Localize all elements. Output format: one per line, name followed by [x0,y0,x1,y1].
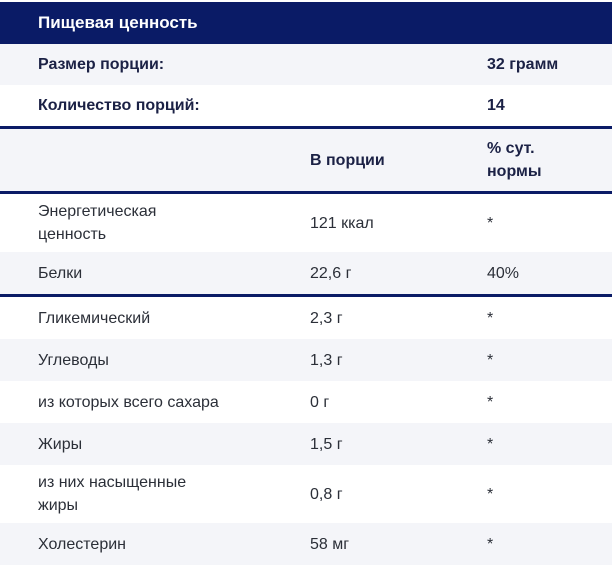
spacer-cell [310,59,487,71]
servings-count-value: 14 [487,97,505,114]
nutrient-name: Гликемический [38,309,151,327]
serving-size-label: Размер порции: [38,56,165,73]
servings-count-row: Количество порций: 14 [0,85,612,126]
table-row-energy: Энергетическая ценность 121 ккал * [0,194,612,252]
nutrient-amount: 0 г [310,393,330,411]
servings-count-label: Количество порций: [38,97,200,114]
nutrient-amount: 1,3 г [310,351,343,369]
daily-norm-column-header: % сут. нормы [487,140,542,180]
table-row-saturated-fats: из них насыщенные жиры 0,8 г * [0,465,612,523]
table-row-protein: Белки 22,6 г 40% [0,252,612,294]
nutrient-daily-value: * [487,435,494,453]
nutrient-name: из них насыщенные жиры [38,474,187,514]
nutrient-name: Углеводы [38,351,109,369]
table-row-fats: Жиры 1,5 г * [0,423,612,465]
table-row-cholesterol: Холестерин 58 мг * [0,523,612,565]
nutrient-daily-value: * [487,309,494,327]
nutrient-amount: 22,6 г [310,264,352,282]
nutrient-name: Жиры [38,435,83,453]
table-row-sugars: из которых всего сахара 0 г * [0,381,612,423]
nutrient-daily-value: * [487,535,494,553]
table-row-carbs: Углеводы 1,3 г * [0,339,612,381]
nutrient-amount: 58 мг [310,535,350,553]
nutrient-amount: 0,8 г [310,485,343,503]
section-divider [0,191,612,194]
nutrient-name: Белки [38,264,83,282]
section-divider [0,294,612,297]
nutrition-facts-table: Пищевая ценность Размер порции: 32 грамм… [0,0,612,565]
nutrient-daily-value: * [487,393,494,411]
per-serving-column-header: В порции [310,151,385,169]
spacer-cell [38,154,310,166]
nutrient-amount: 1,5 г [310,435,343,453]
column-header-row: В порции % сут. нормы [0,129,612,191]
table-row-glycemic: Гликемический 2,3 г * [0,297,612,339]
nutrient-daily-value: * [487,214,494,232]
table-title-bar: Пищевая ценность [0,2,612,44]
nutrient-daily-value: * [487,485,494,503]
nutrient-name: из которых всего сахара [38,393,219,411]
section-divider [0,126,612,129]
nutrient-amount: 121 ккал [310,214,374,232]
nutrient-name: Холестерин [38,535,126,553]
serving-size-value: 32 грамм [487,56,559,73]
nutrient-amount: 2,3 г [310,309,343,327]
nutrient-name: Энергетическая ценность [38,203,157,243]
serving-size-row: Размер порции: 32 грамм [0,44,612,85]
nutrient-daily-value: * [487,351,494,369]
table-title: Пищевая ценность [38,13,198,32]
spacer-cell [310,100,487,112]
nutrient-daily-value: 40% [487,264,520,282]
